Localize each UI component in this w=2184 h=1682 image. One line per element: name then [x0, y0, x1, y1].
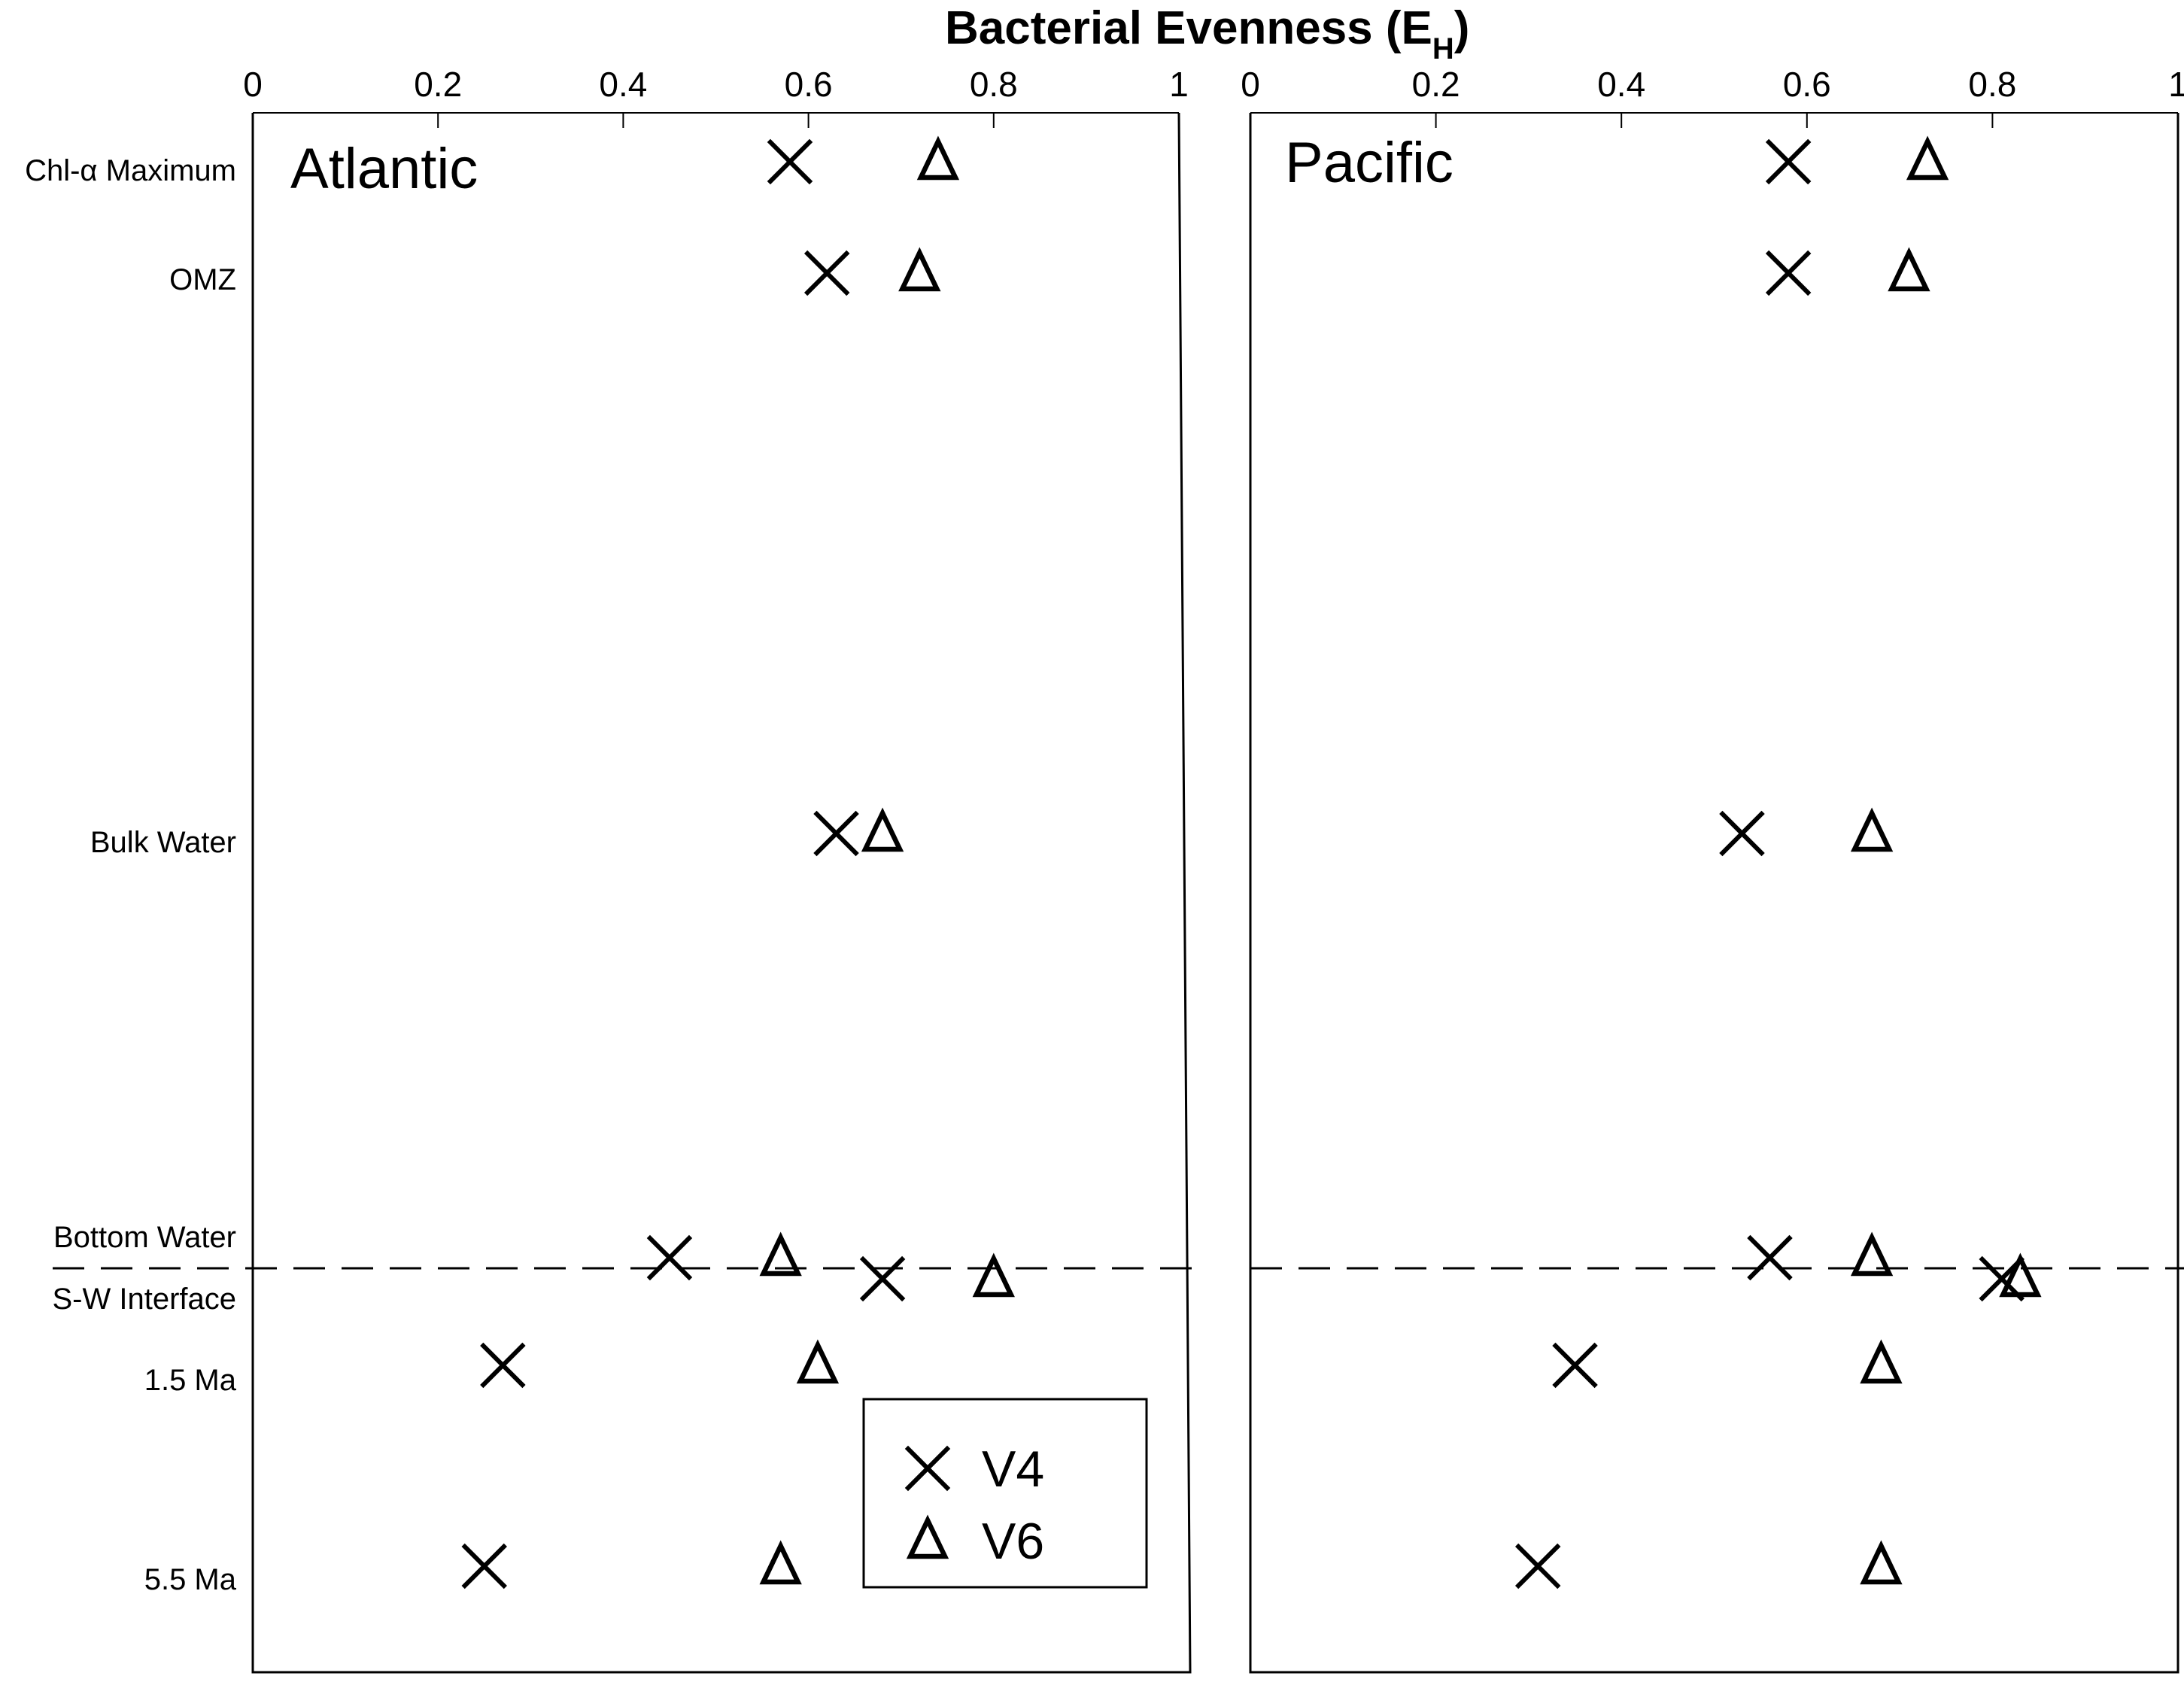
atlantic-v4-point-s-w-interface — [859, 1255, 906, 1302]
pacific-v6-point-omz — [1888, 247, 1930, 292]
atlantic-v6-point-bottom-water — [759, 1231, 802, 1277]
atlantic-tick-label: 0.8 — [970, 65, 1018, 104]
atlantic-tick-label: 0.6 — [785, 65, 833, 104]
atlantic-tick-label: 1 — [1169, 65, 1189, 104]
pacific-v6-point-bottom-water — [1850, 1231, 1894, 1277]
legend-label-v6: V6 — [982, 1513, 1044, 1570]
data-points — [461, 135, 2042, 1589]
atlantic-v6-point-1-5-ma — [796, 1339, 840, 1384]
pacific-v6-point-1-5-ma — [1860, 1339, 1903, 1384]
chart-title: Bacterial Evenness (EH) — [945, 2, 1469, 65]
atlantic-v4-point-1-5-ma — [480, 1342, 526, 1389]
atlantic-v6-point-s-w-interface — [972, 1252, 1015, 1298]
pacific-v4-point-chl-maximum — [1765, 138, 1812, 185]
pacific-tick-label: 0.8 — [1968, 65, 2016, 104]
pacific-v6-point-5-5-ma — [1860, 1540, 1903, 1585]
atlantic-v6-point-5-5-ma — [759, 1540, 802, 1585]
atlantic-v6-point-chl-maximum — [916, 135, 960, 181]
pacific-v6-point-bulk-water — [1850, 807, 1894, 852]
pacific-v4-point-bottom-water — [1747, 1234, 1793, 1281]
x-axis-ticks: 0 0.2 0.4 0.6 0.8 1 0 0.2 0.4 0.6 0.8 1 — [243, 65, 2184, 128]
atlantic-tick-label: 0.2 — [414, 65, 462, 104]
pacific-v6-point-s-w-interface — [1999, 1252, 2042, 1298]
category-label-bottom-water: Bottom Water — [53, 1221, 236, 1254]
category-label-bulk-water: Bulk Water — [90, 826, 236, 859]
chart-title-subscript: H — [1432, 32, 1454, 65]
legend-label-v4: V4 — [982, 1441, 1044, 1498]
pacific-tick-label: 0 — [1241, 65, 1260, 104]
category-label-5-5-ma: 5.5 Ma — [144, 1563, 237, 1596]
pacific-panel-label: Pacific — [1285, 131, 1453, 195]
pacific-frame — [1249, 113, 2179, 1674]
legend-marker-v6 — [906, 1514, 949, 1559]
pacific-v4-point-1-5-ma — [1552, 1342, 1598, 1389]
pacific-tick-label: 0.4 — [1597, 65, 1645, 104]
atlantic-panel-label: Atlantic — [290, 137, 478, 201]
atlantic-v4-point-chl-maximum — [767, 138, 813, 185]
y-axis-categories: Chl-α Maximum OMZ Bulk Water Bottom Water S-… — [25, 154, 237, 1596]
atlantic-tick-label: 0.4 — [599, 65, 647, 104]
atlantic-tick-label: 0 — [243, 65, 263, 104]
pacific-v4-point-5-5-ma — [1514, 1543, 1561, 1589]
pacific-v6-point-chl-maximum — [1906, 135, 1949, 181]
atlantic-frame — [251, 112, 1192, 1674]
pacific-v4-point-omz — [1765, 250, 1812, 296]
chart-title-close: ) — [1454, 2, 1470, 54]
legend-marker-v4 — [904, 1445, 951, 1492]
atlantic-v4-point-5-5-ma — [461, 1543, 507, 1589]
pacific-v4-point-bulk-water — [1719, 810, 1765, 857]
chart-title-main: Bacterial Evenness (E — [945, 2, 1432, 54]
atlantic-v6-point-omz — [898, 247, 941, 292]
atlantic-v6-point-bulk-water — [861, 807, 904, 852]
atlantic-v4-point-bulk-water — [813, 810, 859, 857]
pacific-tick-label: 1 — [2168, 65, 2184, 104]
atlantic-v4-point-bottom-water — [646, 1234, 693, 1281]
pacific-tick-label: 0.6 — [1783, 65, 1831, 104]
category-label-s-w-interface: S-W Interface — [52, 1283, 236, 1316]
atlantic-v4-point-omz — [803, 250, 850, 296]
panel-frames: Atlantic Pacific — [251, 112, 2179, 1674]
pacific-tick-label: 0.2 — [1412, 65, 1460, 104]
category-label-chl-maximum: Chl-α Maximum — [25, 154, 236, 187]
category-label-1-5-ma: 1.5 Ma — [144, 1364, 237, 1397]
category-label-omz: OMZ — [169, 263, 236, 296]
